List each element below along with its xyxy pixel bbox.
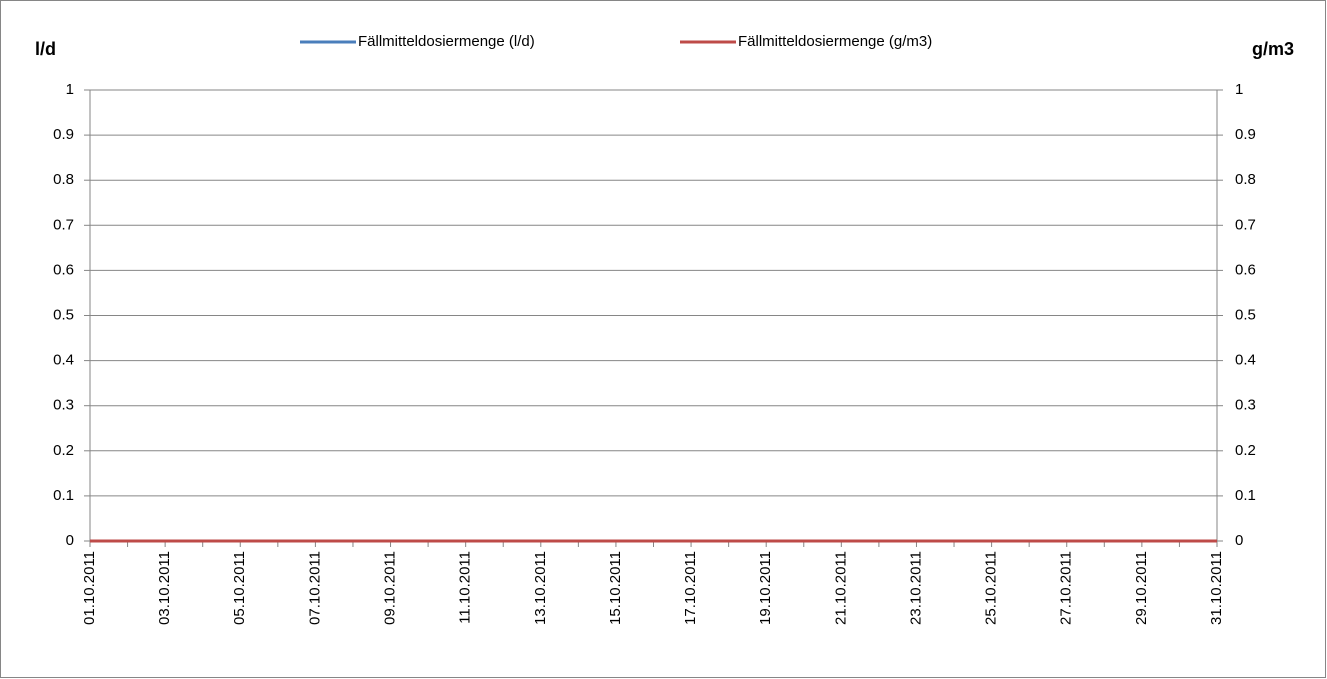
y-tick-label: 0.6	[53, 261, 74, 278]
x-tick-label: 13.10.2011	[532, 551, 549, 625]
y2-tick-label: 0.1	[1235, 487, 1256, 504]
x-tick-label: 05.10.2011	[231, 551, 248, 625]
x-tick-label: 21.10.2011	[832, 551, 849, 625]
y-axis-label: l/d	[35, 39, 56, 59]
y2-tick-label: 0.2	[1235, 442, 1256, 459]
y-tick-label: 0.8	[53, 171, 74, 188]
y-tick-label: 0.4	[53, 352, 74, 369]
y-tick-label: 0.5	[53, 306, 74, 323]
y-tick-label: 0.3	[53, 397, 74, 414]
y-tick-label: 0.1	[53, 487, 74, 504]
y2-tick-label: 0.6	[1235, 261, 1256, 278]
x-tick-label: 17.10.2011	[682, 551, 699, 625]
y2-tick-label: 0	[1235, 532, 1243, 549]
y2-tick-label: 0.3	[1235, 397, 1256, 414]
x-tick-label: 29.10.2011	[1133, 551, 1150, 625]
y2-tick-label: 0.5	[1235, 306, 1256, 323]
y-tick-label: 0.9	[53, 126, 74, 143]
y-tick-label: 0	[66, 532, 74, 549]
x-tick-label: 11.10.2011	[457, 551, 474, 624]
y2-tick-label: 0.7	[1235, 216, 1256, 233]
x-tick-label: 01.10.2011	[81, 551, 98, 625]
y2-tick-label: 1	[1235, 81, 1243, 98]
y2-tick-label: 0.4	[1235, 352, 1256, 369]
x-tick-label: 27.10.2011	[1058, 551, 1075, 625]
y2-tick-label: 0.8	[1235, 171, 1256, 188]
x-tick-label: 23.10.2011	[907, 551, 924, 625]
y-tick-label: 1	[66, 81, 74, 98]
x-tick-label: 25.10.2011	[983, 551, 1000, 625]
legend-label: Fällmitteldosiermenge (l/d)	[358, 33, 535, 50]
x-tick-label: 15.10.2011	[607, 551, 624, 625]
x-tick-label: 31.10.2011	[1208, 551, 1225, 625]
x-tick-label: 03.10.2011	[156, 551, 173, 625]
y-tick-label: 0.2	[53, 442, 74, 459]
x-tick-label: 09.10.2011	[382, 551, 399, 625]
y2-tick-label: 0.9	[1235, 126, 1256, 143]
legend-label: Fällmitteldosiermenge (g/m3)	[738, 33, 932, 50]
y2-axis-label: g/m3	[1252, 39, 1294, 59]
x-tick-label: 07.10.2011	[306, 551, 323, 625]
x-tick-label: 19.10.2011	[757, 551, 774, 625]
y-tick-label: 0.7	[53, 216, 74, 233]
